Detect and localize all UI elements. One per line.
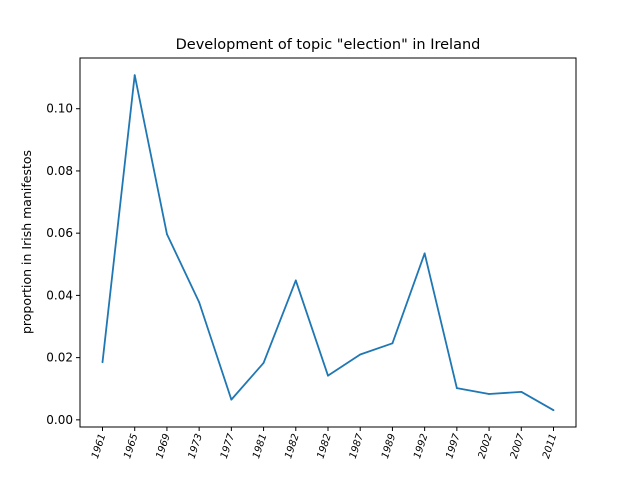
data-point: [101, 361, 104, 364]
data-point: [359, 353, 362, 356]
data-point: [133, 74, 136, 77]
x-tick-label: 1989: [380, 433, 398, 461]
data-point: [230, 398, 233, 401]
y-tick-label: 0.06: [46, 226, 73, 240]
x-tick-label: 1997: [444, 432, 463, 460]
x-tick-label: 1982: [283, 433, 301, 461]
data-point: [327, 374, 329, 377]
series-line: [101, 74, 554, 411]
data-point: [198, 301, 201, 304]
data-point: [166, 233, 168, 235]
x-tick-label: 1981: [251, 433, 269, 461]
x-tick-label: 2002: [477, 433, 495, 461]
data-point: [520, 390, 523, 393]
data-point: [552, 409, 555, 412]
data-point: [262, 362, 265, 364]
y-axis-label: proportion in Irish manifestos: [19, 150, 34, 334]
chart-title: Development of topic "election" in Irela…: [176, 37, 481, 53]
x-tick-label: 2011: [541, 433, 559, 461]
data-point: [423, 252, 426, 255]
data-point: [488, 393, 490, 395]
data-point: [455, 387, 458, 390]
x-tick-label: 1987: [348, 432, 367, 460]
x-tick-label: 1961: [90, 433, 108, 461]
y-tick-label: 0.00: [46, 413, 73, 427]
x-tick-label: 1982: [316, 433, 334, 461]
data-point: [294, 279, 297, 282]
data-point: [391, 342, 394, 345]
y-tick-label: 0.04: [46, 288, 73, 302]
axes-frame: [79, 57, 577, 428]
x-tick-label: 1973: [187, 433, 205, 461]
y-tick-label: 0.08: [46, 164, 73, 178]
x-tick-label: 1969: [154, 433, 172, 461]
y-tick-label: 0.02: [46, 351, 73, 365]
x-tick-label: 1977: [219, 432, 238, 460]
y-tick-label: 0.10: [46, 102, 73, 116]
x-tick-label: 1965: [122, 433, 140, 461]
x-tick-label: 2007: [509, 432, 528, 460]
plot-area: 0.00 0.02 0.04 0.06 0.08 0.10 1961 1965 1969 1973…: [46, 74, 559, 460]
x-tick-label: 1992: [412, 433, 430, 461]
